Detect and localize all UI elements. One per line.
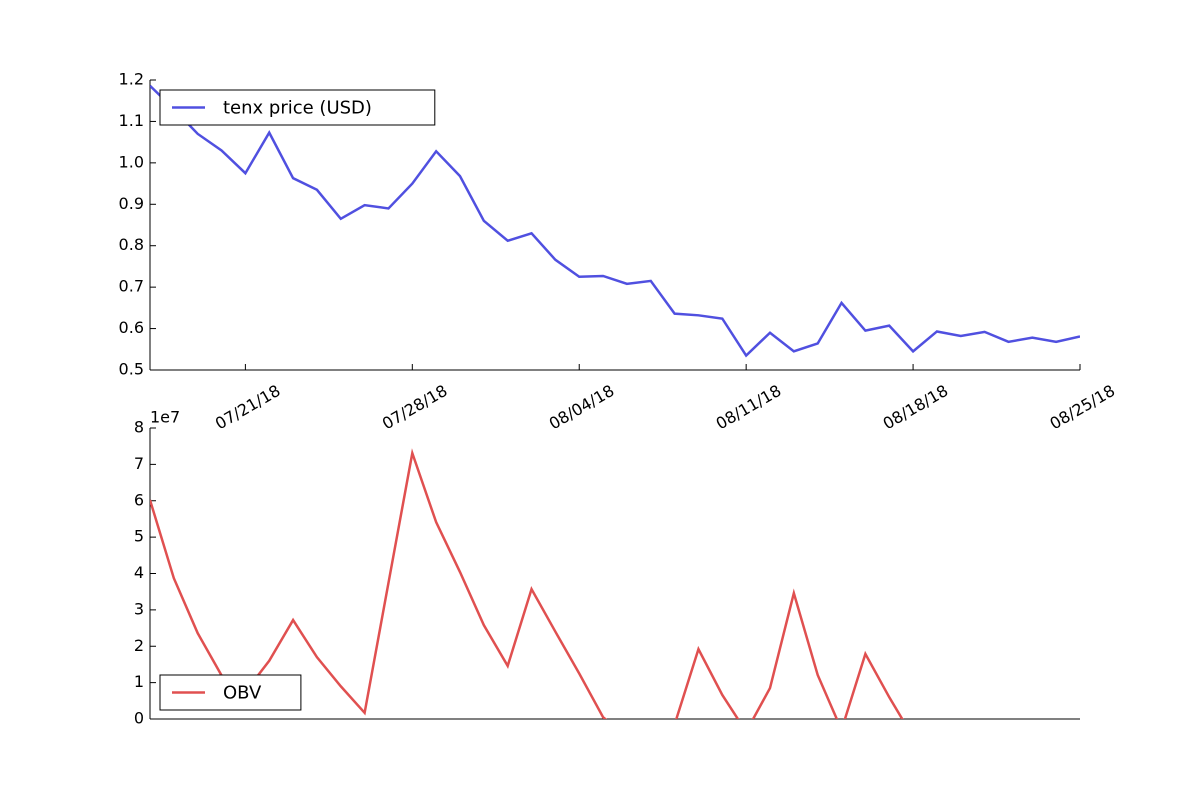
x-tick-label: 07/28/18 [379,381,451,433]
y-tick-label: 2 [134,636,144,655]
y-tick-label: 0.9 [119,194,144,213]
y-tick-label: 6 [134,490,144,509]
y-offset-label: 1e7 [150,408,180,427]
legend-label: OBV [223,683,262,704]
y-tick-label: 5 [134,527,144,546]
y-tick-label: 1.2 [119,70,144,89]
x-tick-label: 08/25/18 [1047,381,1119,433]
y-tick-label: 0 [134,709,144,728]
y-tick-label: 8 [134,418,144,437]
legend-label: tenx price (USD) [223,98,372,119]
legend-box [159,89,436,126]
y-tick-label: 3 [134,599,144,618]
series-line [150,448,904,719]
y-tick-label: 0.8 [119,235,144,254]
y-tick-label: 1.1 [119,111,144,130]
y-tick-label: 7 [134,454,144,473]
y-tick-label: 0.6 [119,318,144,337]
x-tick-label: 08/04/18 [546,381,618,433]
y-tick-label: 1.0 [119,152,144,171]
series-line [150,84,1080,358]
x-tick-label: 07/21/18 [212,381,284,433]
x-tick-label: 08/18/18 [880,381,952,433]
y-tick-label: 1 [134,672,144,691]
y-tick-label: 0.7 [119,277,144,296]
x-tick-label: 08/11/18 [713,381,785,433]
y-tick-label: 0.5 [119,360,144,379]
y-tick-label: 4 [134,563,144,582]
